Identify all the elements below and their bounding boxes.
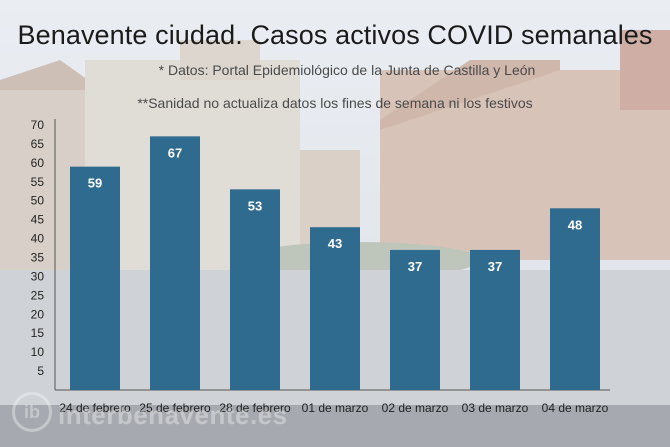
x-tick-label: 03 de marzo: [462, 401, 529, 415]
bar-value-label: 43: [328, 236, 342, 251]
y-tick-label: 25: [31, 288, 45, 302]
x-tick-label: 24 de febrero: [59, 401, 131, 415]
x-tick-label: 01 de marzo: [302, 401, 369, 415]
watermark-logo: ib: [12, 392, 52, 432]
y-tick-label: 30: [31, 269, 45, 283]
y-tick-label: 70: [31, 118, 45, 132]
source-note: * Datos: Portal Epidemiológico de la Jun…: [158, 62, 536, 78]
chart-title: Benavente ciudad. Casos activos COVID se…: [17, 20, 653, 50]
y-tick-label: 40: [31, 232, 45, 246]
bar: [310, 227, 360, 390]
x-tick-label: 04 de marzo: [542, 401, 609, 415]
bar: [150, 136, 200, 390]
bar-value-label: 37: [488, 259, 502, 274]
bar: [470, 249, 520, 390]
watermark-text: interbenavente.es: [58, 400, 288, 430]
bar-value-label: 37: [408, 259, 422, 274]
bar-value-label: 67: [168, 145, 182, 160]
y-tick-label: 35: [31, 251, 45, 265]
bar: [70, 166, 120, 390]
bar-value-label: 59: [88, 176, 102, 191]
y-tick-label: 60: [31, 156, 45, 170]
y-tick-label: 15: [31, 326, 45, 340]
bar: [230, 189, 280, 390]
y-tick-label: 65: [31, 137, 45, 151]
y-tick-label: 10: [31, 345, 45, 359]
bar: [390, 249, 440, 390]
y-tick-label: 5: [37, 364, 44, 378]
x-tick-label: 25 de febrero: [139, 401, 211, 415]
x-tick-label: 02 de marzo: [382, 401, 449, 415]
update-note: **Sanidad no actualiza datos los fines d…: [137, 95, 533, 111]
bar-value-label: 48: [568, 217, 582, 232]
y-tick-label: 55: [31, 175, 45, 189]
bar: [550, 208, 600, 390]
x-tick-label: 28 de febrero: [219, 401, 291, 415]
y-tick-label: 45: [31, 213, 45, 227]
y-tick-label: 20: [31, 307, 45, 321]
bar-value-label: 53: [248, 198, 262, 213]
y-tick-label: 50: [31, 194, 45, 208]
